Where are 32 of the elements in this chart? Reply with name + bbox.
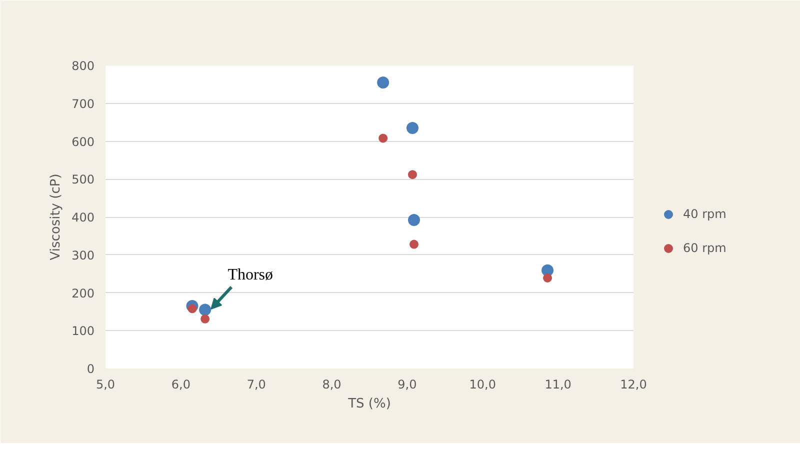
- y-tick-label: 600: [72, 134, 94, 149]
- point: [408, 170, 417, 180]
- y-tick-label: 0: [86, 362, 95, 376]
- legend-label: 40 rpm: [683, 207, 728, 221]
- point: [543, 273, 552, 282]
- x-tick-label: 11,0: [544, 378, 572, 392]
- point: [410, 240, 419, 249]
- y-axis-title: Viscosity (cP): [48, 174, 64, 260]
- y-tick-label: 500: [72, 172, 94, 187]
- point: [406, 122, 418, 134]
- x-tick-label: 7,0: [246, 378, 266, 392]
- y-tick-label: 400: [72, 210, 94, 224]
- x-tick-label: 12,0: [620, 378, 647, 392]
- point: [378, 134, 388, 143]
- point: [377, 76, 390, 89]
- x-tick-label: 5,0: [96, 378, 116, 392]
- annotation: Thorsø: [228, 266, 274, 284]
- y-tick-label: 200: [72, 286, 94, 300]
- x-tick-label: 6,0: [171, 378, 190, 392]
- x-tick-label: 10,0: [469, 378, 496, 392]
- y-tick-label: 800: [72, 59, 94, 73]
- point: [408, 214, 420, 226]
- x-axis-title: TS (%): [347, 396, 391, 412]
- y-tick-label: 700: [72, 96, 94, 111]
- point: [200, 314, 210, 324]
- x-tick-label: 8,0: [322, 378, 342, 392]
- legend-label: 60 rpm: [683, 241, 728, 255]
- x-tick-label: 9,0: [398, 378, 417, 392]
- y-tick-label: 100: [72, 324, 94, 338]
- y-tick-label: 300: [72, 248, 94, 262]
- point: [199, 304, 212, 316]
- point: [188, 304, 197, 314]
